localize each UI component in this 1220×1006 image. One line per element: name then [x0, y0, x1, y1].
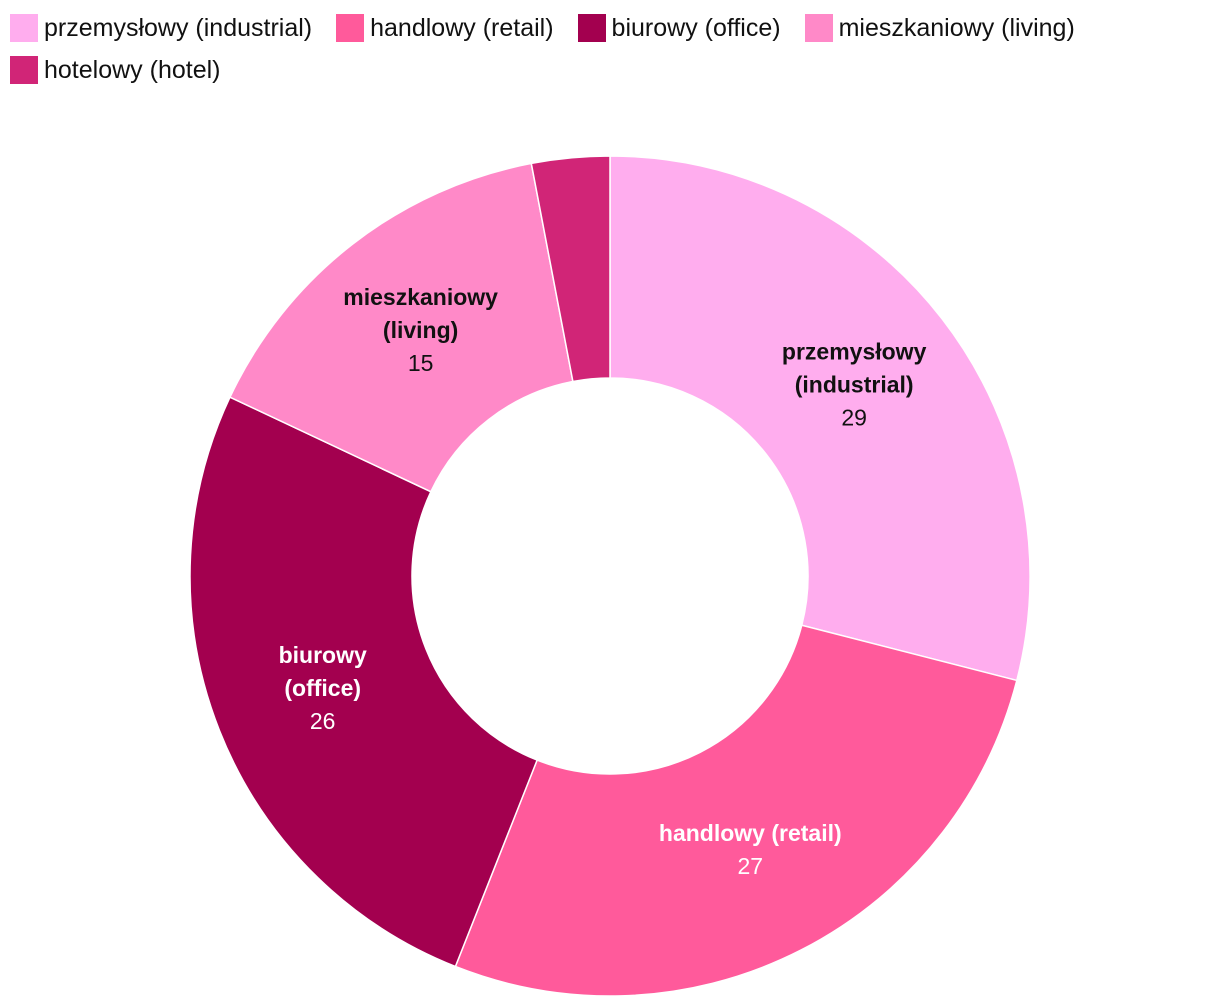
legend-swatch-living	[804, 14, 833, 42]
slice-name-living: (living)	[383, 317, 458, 343]
slice-value-industrial: 29	[841, 405, 867, 431]
chart-legend: przemysłowy (industrial) handlowy (retai…	[10, 14, 1210, 84]
slice-name-office: biurowy	[279, 642, 367, 668]
legend-label-office: biurowy (office)	[611, 13, 781, 42]
legend-swatch-office	[577, 14, 606, 42]
legend-item-living: mieszkaniowy (living)	[804, 13, 1075, 42]
slice-value-living: 15	[408, 350, 434, 376]
legend-item-hotel: hotelowy (hotel)	[10, 56, 220, 84]
legend-label-industrial: przemysłowy (industrial)	[44, 13, 313, 42]
slice-name-industrial: (industrial)	[795, 372, 914, 398]
legend-item-office: biurowy (office)	[577, 13, 781, 42]
slice-name-industrial: przemysłowy	[782, 339, 927, 365]
slice-label-retail: handlowy (retail) 27	[659, 820, 842, 879]
legend-label-living: mieszkaniowy (living)	[838, 13, 1075, 42]
slice-living	[228, 162, 574, 493]
legend-label-hotel: hotelowy (hotel)	[44, 55, 221, 84]
slice-name-retail: handlowy (retail)	[659, 820, 842, 846]
legend-item-retail: handlowy (retail)	[336, 13, 554, 42]
slice-hotel	[530, 155, 611, 383]
legend-item-industrial: przemysłowy (industrial)	[10, 14, 312, 42]
slice-office	[189, 396, 539, 968]
slice-name-office: (office)	[284, 675, 361, 701]
slice-name-living: mieszkaniowy	[343, 284, 498, 310]
slice-industrial	[609, 155, 1031, 682]
slice-retail	[454, 624, 1018, 997]
slice-value-office: 26	[310, 708, 336, 734]
legend-swatch-hotel	[10, 56, 38, 84]
slice-label-office: biurowy (office) 26	[279, 642, 367, 734]
legend-swatch-industrial	[10, 14, 38, 42]
legend-swatch-retail	[336, 14, 365, 42]
slice-label-living: mieszkaniowy (living) 15	[343, 284, 498, 376]
legend-label-retail: handlowy (retail)	[370, 13, 554, 42]
slice-value-retail: 27	[737, 853, 763, 879]
slice-label-industrial: przemysłowy (industrial) 29	[782, 339, 927, 431]
